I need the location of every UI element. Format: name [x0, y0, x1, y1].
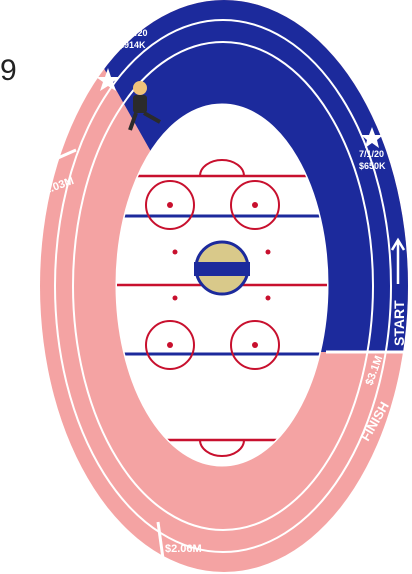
milestone-ticks	[41, 148, 408, 567]
skater	[128, 81, 161, 131]
stars	[96, 68, 383, 148]
milestone-amount: $650K	[359, 161, 386, 171]
milestone-amount: $914K	[119, 40, 146, 50]
milestone-date: 11/13/20	[113, 28, 148, 38]
track-marker: $2.06M	[165, 543, 202, 555]
logo	[194, 240, 250, 296]
milestone-date: 7/1/20	[359, 149, 384, 159]
start-arrow	[390, 237, 406, 284]
corner-text: 9	[0, 54, 17, 87]
start-label: START	[391, 300, 407, 346]
